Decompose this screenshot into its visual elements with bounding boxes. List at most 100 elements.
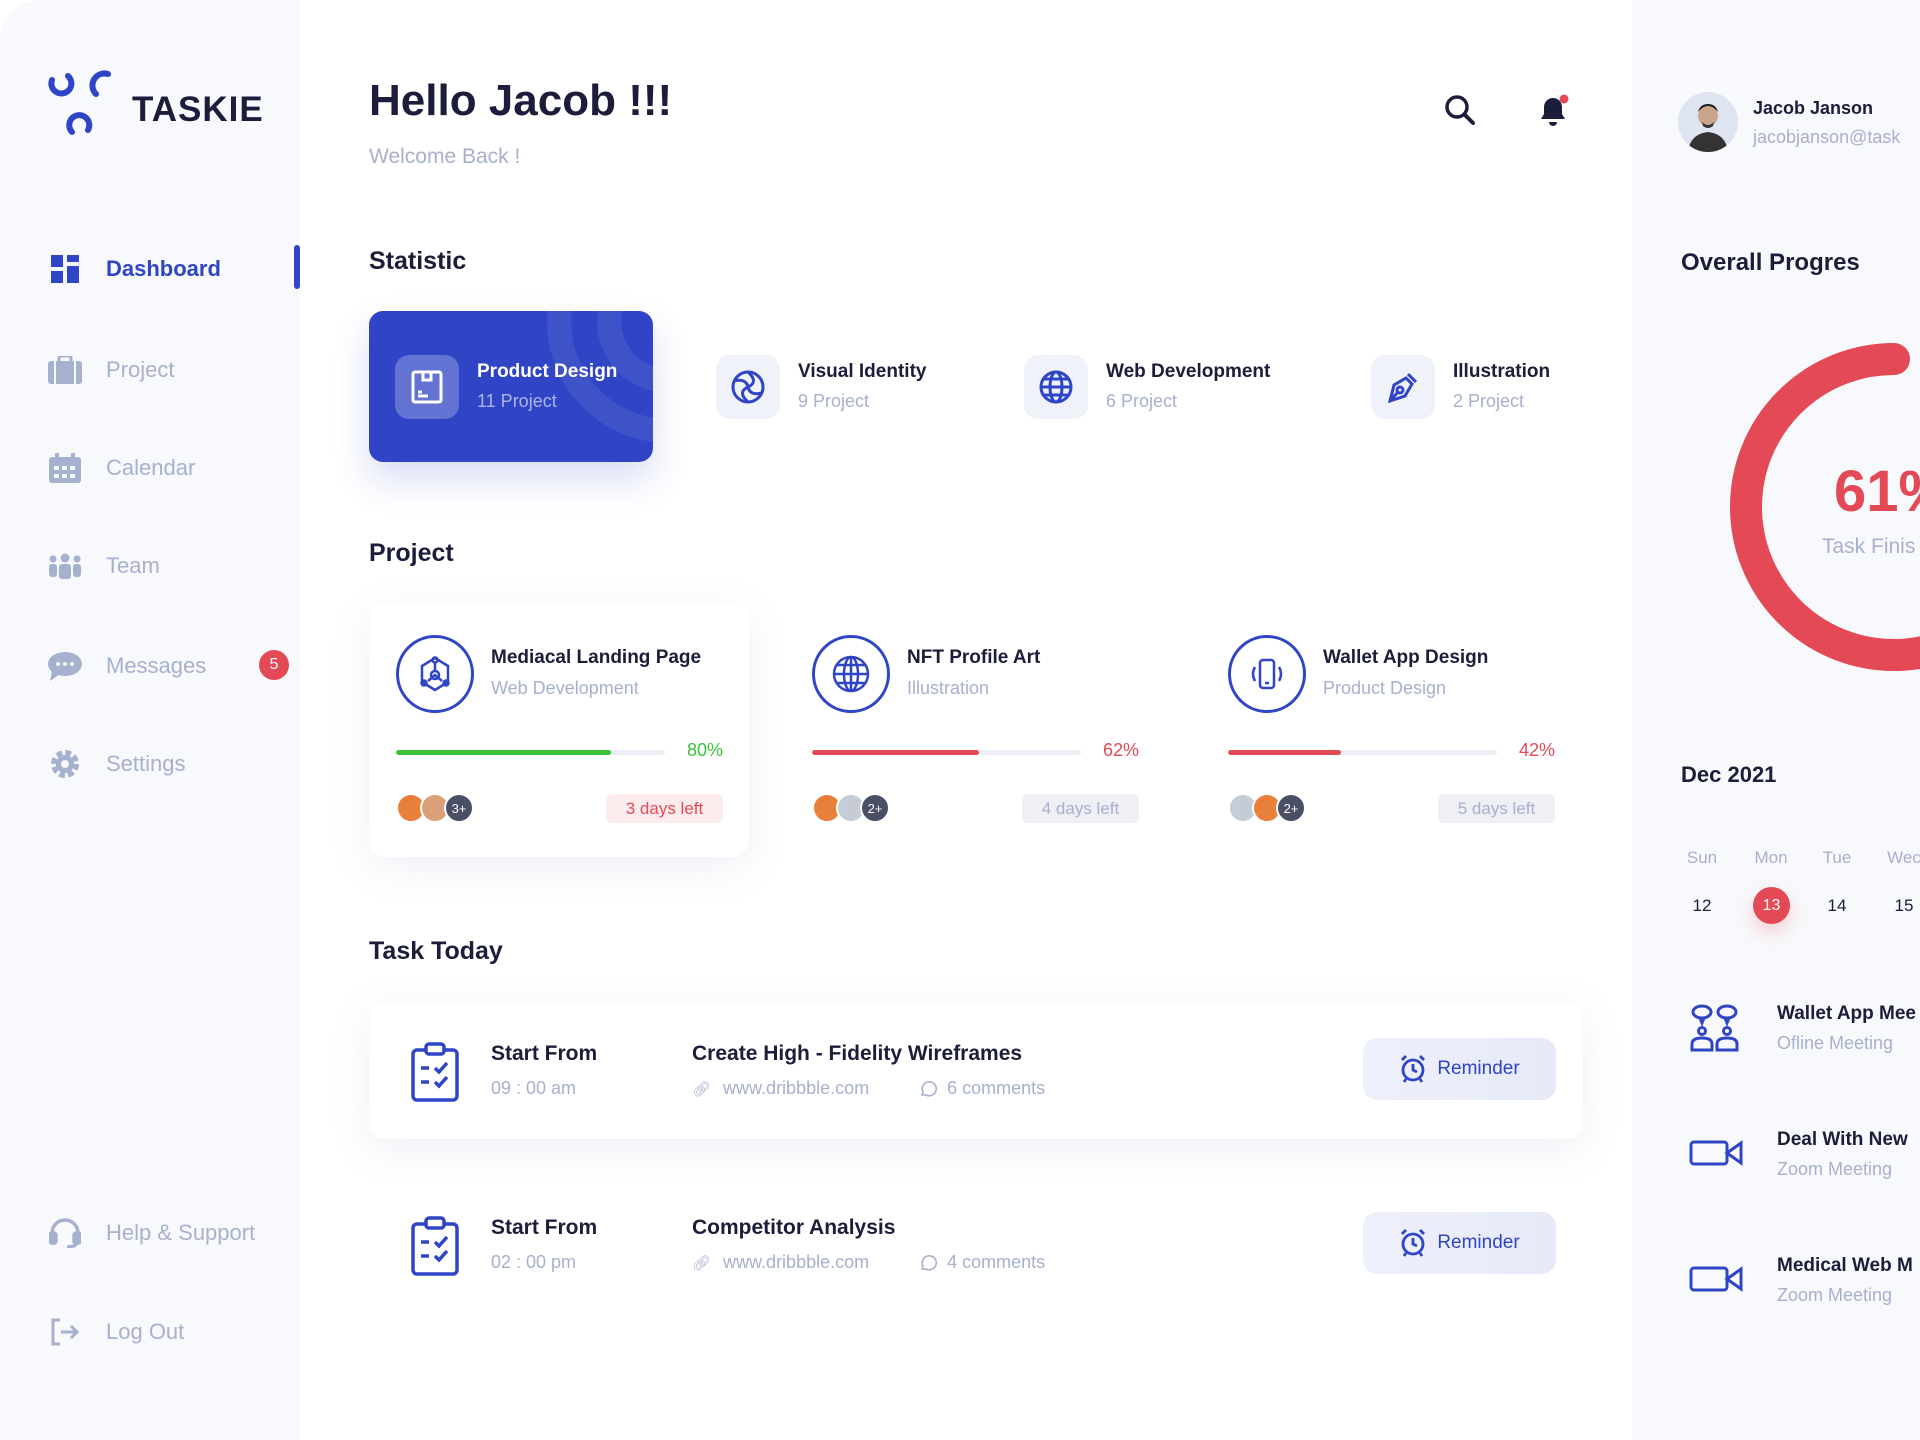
stat-count: 9 Project [798, 391, 870, 411]
project-progress-label: 42% [1518, 740, 1555, 760]
calendar-date-selected[interactable]: 13 [1753, 887, 1790, 924]
meeting-item[interactable]: Deal With New Zoom Meeting [1632, 1116, 1920, 1196]
task-comments[interactable]: 6 comments [947, 1078, 1046, 1098]
meeting-item[interactable]: Medical Web M Zoom Meeting [1632, 1242, 1920, 1322]
task-link[interactable]: www.dribbble.com [723, 1252, 870, 1272]
dashboard-icon [48, 252, 82, 286]
sidebar-item-help-support[interactable]: Help & Support [48, 1211, 288, 1255]
meeting-title: Wallet App Mee [1777, 1003, 1916, 1024]
meeting-people-icon [1690, 1004, 1739, 1052]
project-progress-fill [1228, 750, 1341, 755]
bell-icon [1541, 94, 1569, 126]
video-camera-icon [1689, 1266, 1743, 1292]
meeting-type: Ofline Meeting [1777, 1033, 1894, 1053]
project-card[interactable]: Mediacal Landing Page Web Development 80… [369, 604, 749, 857]
calendar-date[interactable]: 12 [1692, 896, 1712, 915]
task-time: 02 : 00 pm [491, 1252, 577, 1272]
task-today-heading: Task Today [369, 937, 503, 965]
weekday-label: Tue [1822, 848, 1852, 867]
task-title: Create High - Fidelity Wireframes [692, 1042, 1023, 1065]
project-members[interactable]: 2+ [812, 793, 890, 823]
task-comments[interactable]: 4 comments [947, 1252, 1046, 1272]
stat-count: 6 Project [1106, 391, 1178, 411]
project-members[interactable]: 2+ [1228, 793, 1306, 823]
user-avatar[interactable] [1678, 92, 1738, 152]
comment-icon [920, 1080, 938, 1097]
meeting-title: Deal With New [1777, 1129, 1908, 1150]
notifications-button[interactable] [1536, 92, 1570, 133]
sidebar-item-label: Calendar [106, 455, 196, 480]
project-category: Illustration [907, 678, 990, 698]
briefcase-icon [48, 353, 82, 387]
right-panel: Jacob Janson jacobjanson@task Overall Pr… [1632, 0, 1920, 1440]
task-title: Competitor Analysis [692, 1216, 896, 1239]
user-avatar-icon [1688, 104, 1728, 152]
stat-title: Visual Identity [798, 361, 927, 382]
weekday-label: Mon [1754, 848, 1788, 867]
project-members[interactable]: 3+ [396, 793, 474, 823]
sidebar-item-log-out[interactable]: Log Out [48, 1310, 288, 1354]
task-item[interactable]: Start From 02 : 00 pm Competitor Analysi… [369, 1176, 1583, 1313]
comment-icon [920, 1254, 938, 1271]
sidebar-item-messages[interactable]: Messages [48, 644, 288, 688]
globe-icon [1024, 354, 1088, 419]
sidebar-item-label: Log Out [106, 1319, 185, 1344]
days-left-badge: 4 days left [1022, 794, 1139, 823]
page-title: Hello Jacob !!! [369, 76, 673, 125]
chat-icon [48, 649, 82, 683]
weekday-label: Sun [1686, 848, 1718, 867]
stat-title: Product Design [477, 361, 618, 382]
stat-title: Web Development [1106, 361, 1271, 382]
task-start-label: Start From [491, 1042, 598, 1065]
sidebar-item-calendar[interactable]: Calendar [48, 446, 288, 490]
task-start-label: Start From [491, 1216, 598, 1239]
project-heading: Project [369, 539, 454, 567]
project-progress-label: 80% [686, 740, 723, 760]
reminder-button[interactable]: Reminder [1363, 1212, 1556, 1274]
reminder-button[interactable]: Reminder [1363, 1038, 1556, 1100]
project-card[interactable]: NFT Profile Art Illustration 62% 2+ 4 da… [785, 604, 1165, 857]
stat-card-visual-identity[interactable]: Visual Identity 9 Project [716, 311, 926, 462]
meeting-type: Zoom Meeting [1777, 1285, 1893, 1305]
globe-icon [812, 635, 890, 713]
calendar-icon [48, 451, 82, 485]
sidebar-item-dashboard[interactable]: Dashboard [48, 247, 288, 291]
user-email: jacobjanson@task [1753, 127, 1901, 147]
task-time: 09 : 00 am [491, 1078, 577, 1098]
alarm-clock-icon [1401, 1055, 1426, 1083]
stat-card-web-development[interactable]: Web Development 6 Project [1024, 311, 1270, 462]
phone-vibrate-icon [1228, 635, 1306, 713]
headset-icon [48, 1216, 82, 1250]
sidebar-item-label: Project [106, 357, 175, 382]
calendar-date[interactable]: 14 [1827, 896, 1847, 915]
sidebar-item-team[interactable]: Team [48, 544, 288, 588]
task-meta: 🔗︎ www.dribbble.com 6 comments [692, 1078, 1045, 1099]
task-meta: 🔗︎ www.dribbble.com 4 comments [692, 1252, 1045, 1273]
link-icon: 🔗︎ [692, 1254, 712, 1272]
search-button[interactable] [1444, 94, 1476, 131]
sidebar-item-settings[interactable]: Settings [48, 742, 288, 786]
sidebar-item-label: Team [106, 553, 160, 578]
reminder-label: Reminder [1437, 1058, 1520, 1079]
overall-progress-value: 61% [1834, 459, 1920, 524]
sidebar-item-project[interactable]: Project [48, 348, 288, 392]
overall-progress-caption: Task Finis [1822, 535, 1916, 558]
video-camera-icon [1689, 1140, 1743, 1166]
calendar-date[interactable]: 15 [1894, 896, 1914, 915]
sidebar-item-label: Help & Support [106, 1220, 256, 1245]
page-subtitle: Welcome Back ! [369, 145, 521, 168]
task-link[interactable]: www.dribbble.com [723, 1078, 870, 1098]
meeting-type: Zoom Meeting [1777, 1159, 1893, 1179]
stat-count: 11 Project [477, 391, 557, 411]
task-item[interactable]: Start From 09 : 00 am Create High - Fide… [369, 1002, 1583, 1139]
weekday-label: Wec [1887, 848, 1920, 867]
project-card[interactable]: Wallet App Design Product Design 42% 2+ … [1201, 604, 1581, 857]
stat-card-product-design[interactable]: Product Design 11 Project [369, 311, 653, 462]
stat-card-illustration[interactable]: Illustration 2 Project [1371, 311, 1550, 462]
logout-icon [48, 1315, 82, 1349]
sidebar-item-label: Settings [106, 751, 186, 776]
user-name: Jacob Janson [1753, 98, 1874, 118]
meeting-item[interactable]: Wallet App Mee Ofline Meeting [1632, 990, 1920, 1070]
app-name: TASKIE [132, 90, 264, 129]
overall-progress-heading: Overall Progres [1681, 249, 1860, 276]
